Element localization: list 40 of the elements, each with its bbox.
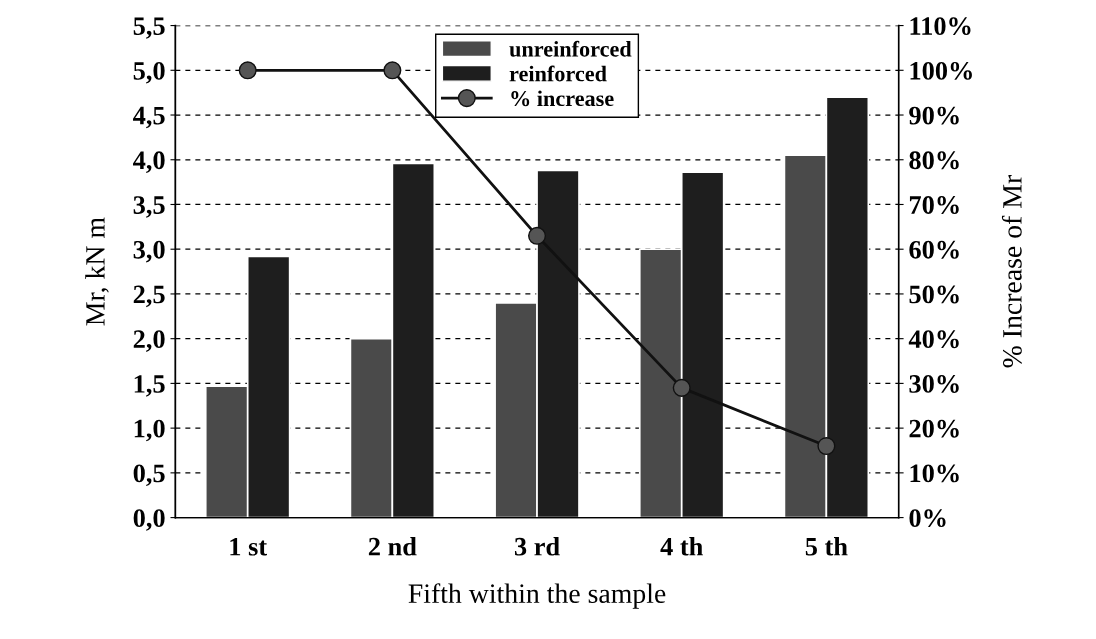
legend-label: reinforced bbox=[509, 65, 607, 82]
y-tick-label: 0,5 bbox=[133, 464, 165, 487]
y2-tick-label: 50% bbox=[909, 285, 959, 304]
x-tick-label: 5 th bbox=[805, 537, 848, 556]
point bbox=[672, 378, 691, 397]
x-tick-label: 1 st bbox=[230, 537, 267, 556]
x-tick-label: 4 th bbox=[660, 537, 703, 556]
y-tick-label: 5,0 bbox=[133, 61, 165, 84]
y2-tick-label: 10% bbox=[910, 464, 959, 483]
y2-tick-label: 80% bbox=[909, 151, 959, 170]
y-tick-label: 4,0 bbox=[133, 151, 165, 173]
y2-tick-label: 0% bbox=[909, 509, 946, 528]
legend-label: % increase bbox=[511, 90, 614, 107]
y2-tick-label: 100% bbox=[910, 61, 972, 80]
x-tick-label: 2 nd bbox=[368, 537, 417, 556]
y-tick-label: 4,5 bbox=[133, 106, 165, 129]
point bbox=[528, 226, 547, 245]
y2-tick-label: 30% bbox=[909, 375, 959, 393]
point bbox=[817, 436, 836, 456]
point bbox=[238, 61, 257, 80]
y-tick-label: 3,0 bbox=[133, 240, 165, 263]
y2-tick-label: 90% bbox=[909, 106, 959, 125]
legend-label: unreinforced bbox=[509, 40, 632, 57]
y-tick-label: 3,5 bbox=[133, 196, 165, 218]
y-tick-label: 1,5 bbox=[134, 375, 165, 397]
y2-tick-label: 110% bbox=[910, 17, 971, 36]
y2-tick-label: 40% bbox=[908, 330, 959, 349]
x-axis-title: Fifth within the sample bbox=[408, 583, 666, 609]
y-tick-label: 5,5 bbox=[133, 17, 165, 39]
y-tick-label: 1,0 bbox=[134, 419, 165, 442]
y2-tick-label: 60% bbox=[909, 240, 959, 259]
y-tick-label: 2,0 bbox=[133, 330, 165, 352]
y2-tick-label: 70% bbox=[909, 196, 959, 214]
y-tick-label: 0,0 bbox=[133, 509, 165, 531]
y-tick-label: 2,5 bbox=[133, 285, 165, 308]
y2-tick-label: 20% bbox=[909, 419, 959, 438]
x-tick-label: 3 rd bbox=[514, 537, 560, 556]
y-axis-title: Mr, kN m bbox=[85, 217, 109, 326]
point bbox=[383, 61, 402, 80]
y2-axis-title: % Increase of Mr bbox=[1001, 175, 1022, 368]
